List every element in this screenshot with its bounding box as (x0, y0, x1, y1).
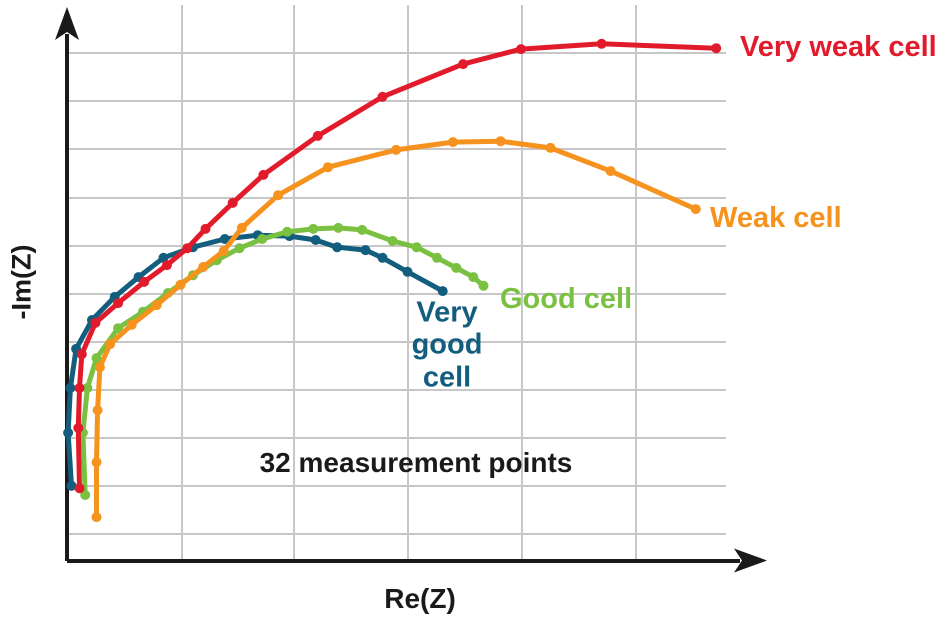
x-axis-label: Re(Z) (384, 583, 456, 614)
data-point (182, 243, 193, 254)
points-very-weak-cell (73, 38, 722, 494)
data-point (80, 490, 91, 500)
points-good-cell (77, 222, 489, 500)
data-point (333, 222, 344, 233)
y-axis-label: -Im(Z) (6, 244, 37, 320)
y-axis-arrowhead-icon (55, 7, 79, 40)
data-point (545, 142, 556, 153)
data-point (391, 144, 402, 155)
measurement-points-annotation: 32 measurement points (259, 447, 573, 478)
data-point (411, 242, 422, 253)
data-point (437, 286, 448, 297)
data-point (332, 242, 343, 253)
data-point (451, 262, 462, 273)
data-point (234, 243, 245, 254)
data-point (73, 423, 84, 433)
data-point (258, 169, 269, 180)
data-point (596, 38, 607, 49)
data-point (690, 204, 701, 215)
data-point (402, 266, 413, 277)
data-point (468, 272, 479, 283)
data-point (257, 234, 268, 244)
data-point (76, 349, 87, 360)
data-point (161, 260, 172, 271)
data-point (139, 276, 150, 287)
data-point (94, 362, 105, 373)
points-very-good-cell (63, 230, 448, 491)
data-point (198, 262, 209, 272)
data-point (218, 246, 229, 257)
data-point (90, 317, 101, 328)
data-point (92, 405, 103, 416)
data-point (126, 319, 137, 330)
data-point (516, 44, 526, 55)
data-point (74, 483, 85, 494)
series-label-weak-cell: Weak cell (710, 201, 842, 234)
data-point (310, 235, 321, 245)
data-point (312, 130, 323, 141)
data-point (91, 512, 102, 523)
data-point (432, 252, 442, 263)
data-point (113, 323, 124, 334)
data-point (360, 245, 371, 256)
x-axis-arrowhead-icon (734, 548, 767, 573)
data-point (357, 224, 368, 235)
data-point (105, 339, 116, 350)
curve-very-weak-cell (75, 41, 719, 491)
data-point (66, 480, 77, 491)
data-point (91, 457, 102, 468)
data-point (323, 162, 333, 173)
series-label-good-cell: Good cell (500, 282, 633, 315)
data-point (308, 223, 319, 234)
series-label-very-weak-cell: Very weak cell (740, 30, 937, 63)
data-point (605, 166, 616, 177)
data-point (91, 353, 102, 364)
data-point (458, 59, 469, 70)
data-point (74, 383, 85, 393)
data-point (219, 234, 230, 244)
data-point (175, 279, 186, 290)
data-point (447, 137, 458, 148)
data-point (377, 91, 388, 102)
data-point (227, 197, 238, 208)
series-label-very-good-cell: Very good cell (411, 296, 483, 394)
points-weak-cell (91, 136, 701, 523)
data-point (273, 190, 284, 201)
data-point (478, 280, 489, 291)
data-point (495, 136, 506, 147)
data-point (65, 383, 76, 393)
data-point (63, 427, 74, 438)
data-point (377, 252, 388, 263)
data-point (82, 383, 93, 393)
data-point (200, 223, 211, 234)
data-point (113, 298, 124, 309)
data-point (236, 222, 247, 233)
data-point (711, 43, 722, 54)
grid (67, 5, 726, 559)
data-point (151, 300, 162, 311)
data-point (387, 236, 398, 246)
data-point (282, 226, 293, 237)
axes (55, 7, 767, 573)
